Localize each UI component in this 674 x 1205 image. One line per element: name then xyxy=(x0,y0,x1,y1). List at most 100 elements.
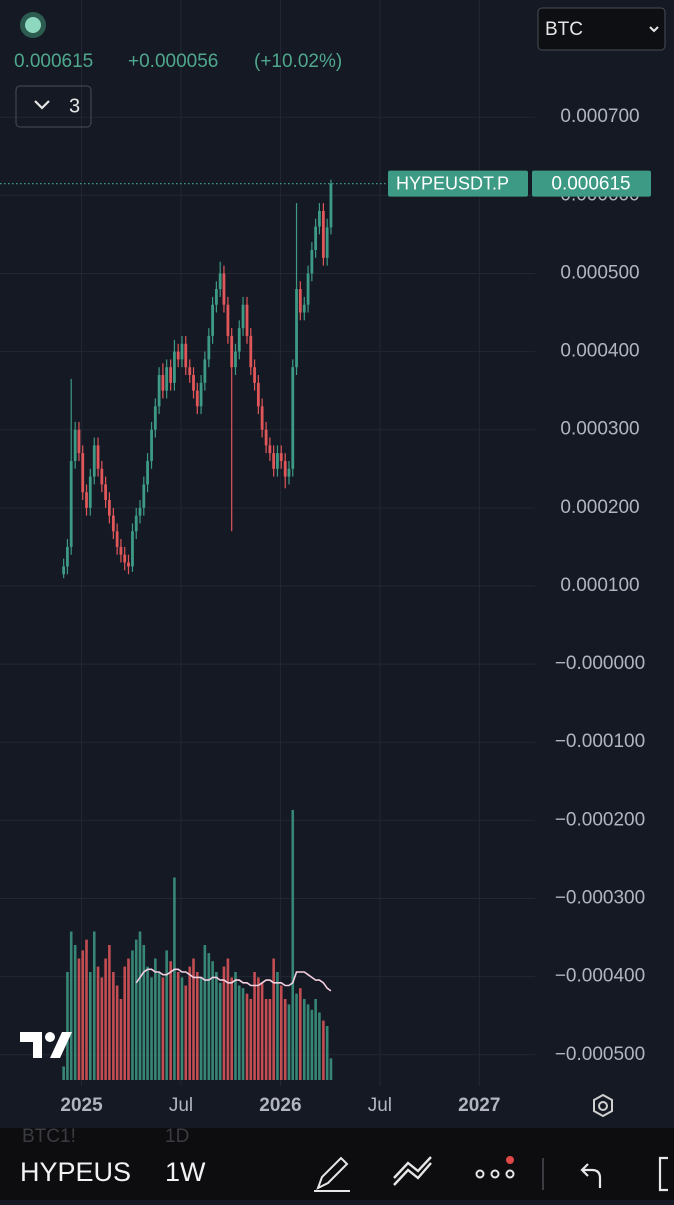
candle-body xyxy=(268,445,272,454)
candle-body xyxy=(192,375,195,391)
volume-bar xyxy=(119,999,123,1080)
volume-bar xyxy=(318,1012,321,1080)
symbol-select[interactable]: BTC xyxy=(537,7,666,51)
volume-bar xyxy=(180,977,184,1080)
candle-body xyxy=(283,460,287,477)
toolbar-symbol[interactable]: HYPEUS xyxy=(20,1157,131,1187)
volume-bar xyxy=(291,810,295,1080)
volume-bar xyxy=(310,1009,314,1080)
plot: 0.0007000.0006000.0005000.0004000.000300… xyxy=(0,0,651,1116)
volume-bar xyxy=(215,972,218,1080)
candle-body xyxy=(241,304,245,329)
candle-body xyxy=(214,289,218,305)
volume-bar xyxy=(88,972,92,1080)
volume-bar xyxy=(314,999,317,1080)
candle-body xyxy=(153,406,157,430)
pencil-icon xyxy=(314,1156,350,1192)
volume-bar xyxy=(237,985,241,1080)
volume-bar xyxy=(276,972,279,1080)
candle-body xyxy=(237,328,241,352)
candle-body xyxy=(176,351,180,360)
candle-body xyxy=(291,367,295,469)
candle-body xyxy=(276,453,279,469)
candle-body xyxy=(234,351,237,368)
y-tick-label: 0.000200 xyxy=(560,497,639,518)
y-tick-label: −0.000000 xyxy=(555,653,645,674)
x-tick-label: 2027 xyxy=(458,1095,500,1116)
volume-bar xyxy=(154,958,157,1080)
gear xyxy=(593,1093,613,1118)
volume-bar xyxy=(92,931,96,1080)
indicator-tool[interactable] xyxy=(393,1156,432,1186)
toggle-box xyxy=(15,85,92,128)
candle-body xyxy=(62,566,66,575)
candle-body xyxy=(203,359,207,383)
candle-body xyxy=(321,210,325,258)
candle-body xyxy=(73,429,77,461)
logo-v xyxy=(50,1032,72,1058)
volume-bar xyxy=(188,966,192,1080)
volume-bar xyxy=(207,953,211,1080)
candle-body xyxy=(287,468,291,477)
volume-bar xyxy=(100,977,104,1080)
undo-icon xyxy=(580,1163,602,1188)
y-tick-label: 0.000300 xyxy=(560,419,639,440)
fullscreen-icon[interactable] xyxy=(658,1156,668,1192)
candle-body xyxy=(298,289,302,313)
volume-bar xyxy=(272,958,275,1080)
volume-bar xyxy=(287,1004,291,1080)
volume-bar xyxy=(176,972,180,1080)
volume-bar xyxy=(192,958,195,1080)
candle-body xyxy=(199,382,203,407)
candle-body xyxy=(329,183,333,228)
settings-button[interactable] xyxy=(593,1093,613,1118)
volume-bar xyxy=(302,999,306,1080)
volume-bar xyxy=(253,972,256,1080)
volume-bar xyxy=(295,993,298,1080)
volume-bar xyxy=(279,985,283,1080)
volume-bar xyxy=(306,1004,310,1080)
candle-body xyxy=(138,507,142,516)
draw-tool[interactable] xyxy=(314,1156,350,1192)
volume-bar xyxy=(325,1026,329,1080)
candle-body xyxy=(88,476,92,508)
volume-bar xyxy=(85,939,88,1080)
volume-bar xyxy=(115,985,119,1080)
volume-bar xyxy=(257,977,260,1080)
candle-body xyxy=(207,335,211,360)
candle-body xyxy=(211,304,215,336)
price-label-box xyxy=(532,170,651,197)
candle-body xyxy=(226,304,230,336)
ghost-interval: 1D xyxy=(165,1126,189,1147)
volume-bar xyxy=(322,1020,325,1080)
candle-body xyxy=(157,375,161,407)
y-tick-label: 0.000700 xyxy=(560,106,639,127)
volume-bar xyxy=(69,931,73,1080)
candle-body xyxy=(310,250,314,274)
volume-bar xyxy=(131,950,134,1080)
candle-body xyxy=(115,531,119,547)
dot xyxy=(490,1169,500,1179)
volume-bar xyxy=(150,977,153,1080)
indicator-toggle[interactable]: 3 xyxy=(15,85,92,128)
more-menu[interactable] xyxy=(475,1156,515,1179)
candle-body xyxy=(161,375,165,391)
candle-body xyxy=(85,492,88,508)
candle-body xyxy=(256,382,260,407)
volume-bar xyxy=(142,945,146,1080)
candle-body xyxy=(100,468,104,485)
candle-body xyxy=(111,515,115,532)
candle-body xyxy=(81,453,85,493)
candle-body xyxy=(92,445,96,477)
series-label-box xyxy=(388,170,528,197)
undo-button[interactable] xyxy=(580,1163,602,1188)
toolbar-interval[interactable]: 1W xyxy=(165,1157,206,1187)
candle-body xyxy=(127,562,130,567)
candle-body xyxy=(195,390,199,407)
candle-body xyxy=(169,367,173,383)
volume-bar xyxy=(199,977,203,1080)
candle-body xyxy=(306,273,310,305)
volume-bar xyxy=(73,945,77,1080)
candle-body xyxy=(272,453,276,469)
